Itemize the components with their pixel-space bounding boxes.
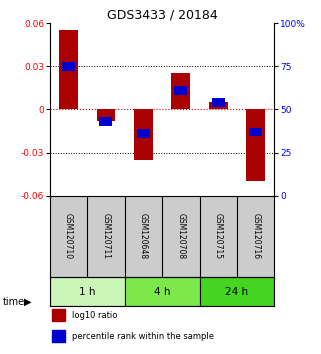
Bar bbox=[62, 62, 75, 70]
Bar bbox=[171, 73, 190, 109]
Bar bbox=[100, 117, 112, 126]
Text: 24 h: 24 h bbox=[225, 287, 248, 297]
Text: percentile rank within the sample: percentile rank within the sample bbox=[72, 332, 214, 341]
Bar bbox=[59, 30, 78, 109]
Bar bbox=[52, 330, 65, 342]
Text: log10 ratio: log10 ratio bbox=[72, 311, 117, 320]
Text: GSM120648: GSM120648 bbox=[139, 213, 148, 259]
Text: GSM120715: GSM120715 bbox=[214, 213, 223, 259]
Text: 4 h: 4 h bbox=[154, 287, 170, 297]
Bar bbox=[137, 129, 150, 138]
Bar bbox=[247, 109, 265, 181]
Text: ▶: ▶ bbox=[23, 297, 31, 307]
Text: GSM120716: GSM120716 bbox=[251, 213, 260, 259]
Text: GSM120708: GSM120708 bbox=[176, 213, 185, 259]
Text: GSM120710: GSM120710 bbox=[64, 213, 73, 259]
Bar bbox=[125, 277, 200, 307]
Bar bbox=[212, 98, 225, 107]
Bar bbox=[134, 109, 153, 160]
Bar bbox=[50, 277, 125, 307]
Title: GDS3433 / 20184: GDS3433 / 20184 bbox=[107, 9, 218, 22]
Bar bbox=[52, 309, 65, 321]
Text: 1 h: 1 h bbox=[79, 287, 95, 297]
Text: GSM120711: GSM120711 bbox=[101, 213, 110, 259]
Bar bbox=[249, 127, 262, 136]
Bar bbox=[200, 277, 274, 307]
Bar bbox=[97, 109, 115, 121]
Bar bbox=[174, 86, 187, 95]
Text: time: time bbox=[3, 297, 25, 307]
Bar bbox=[209, 102, 228, 109]
